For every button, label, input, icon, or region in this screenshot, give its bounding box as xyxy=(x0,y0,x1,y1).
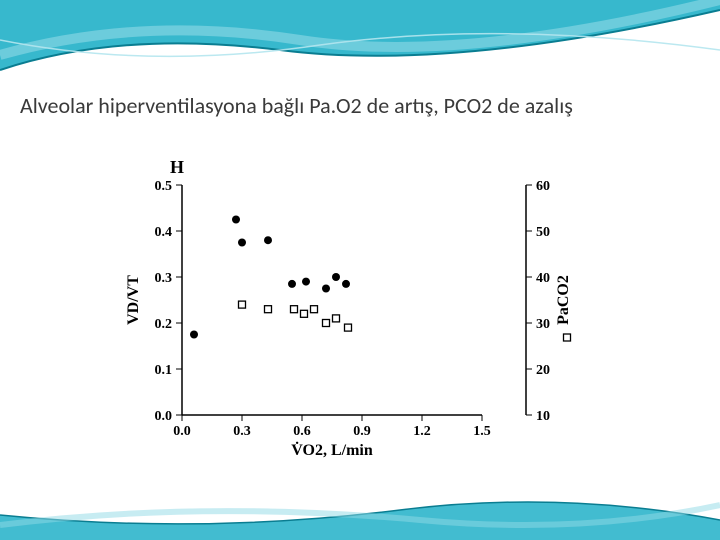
series-open-squares xyxy=(239,301,352,331)
svg-text:0.4: 0.4 xyxy=(155,225,173,240)
y-right-ticks: 10 20 30 40 50 60 xyxy=(526,179,550,424)
svg-text:0.2: 0.2 xyxy=(155,317,173,332)
slide-title: Alveolar hiperventilasyona bağlı Pa.O2 d… xyxy=(20,92,573,119)
svg-text:0.3: 0.3 xyxy=(155,271,173,286)
bottom-wave-decoration xyxy=(0,490,720,540)
y-right-axis-label: PaCO2 xyxy=(555,275,572,325)
svg-text:0.6: 0.6 xyxy=(293,424,311,439)
x-ticks: 0.0 0.3 0.6 0.9 1.2 1.5 xyxy=(173,415,491,439)
scatter-chart: H 0.00.30.60.91.21.5 0.00.10.20.30.40.5 … xyxy=(120,155,590,465)
legend-open-square-icon xyxy=(564,334,571,341)
svg-text:0.1: 0.1 xyxy=(155,363,173,378)
svg-text:20: 20 xyxy=(536,363,550,378)
svg-text:0.3: 0.3 xyxy=(233,424,251,439)
svg-text:50: 50 xyxy=(536,225,550,240)
svg-text:0.0: 0.0 xyxy=(173,424,191,439)
top-wave-decoration xyxy=(0,0,720,80)
y-left-ticks: 0.0 0.1 0.2 0.3 0.4 0.5 xyxy=(155,179,183,424)
svg-text:0.5: 0.5 xyxy=(155,179,173,194)
svg-text:10: 10 xyxy=(536,409,550,424)
x-axis-label: V̇O2, L/min xyxy=(291,440,373,459)
svg-text:60: 60 xyxy=(536,179,550,194)
svg-text:30: 30 xyxy=(536,317,550,332)
svg-text:40: 40 xyxy=(536,271,550,286)
svg-text:1.2: 1.2 xyxy=(413,424,431,439)
panel-label: H xyxy=(170,157,184,177)
y-left-axis-label: VD/VT xyxy=(125,275,142,325)
svg-text:0.9: 0.9 xyxy=(353,424,371,439)
svg-text:1.5: 1.5 xyxy=(473,424,491,439)
svg-text:0.0: 0.0 xyxy=(155,409,173,424)
